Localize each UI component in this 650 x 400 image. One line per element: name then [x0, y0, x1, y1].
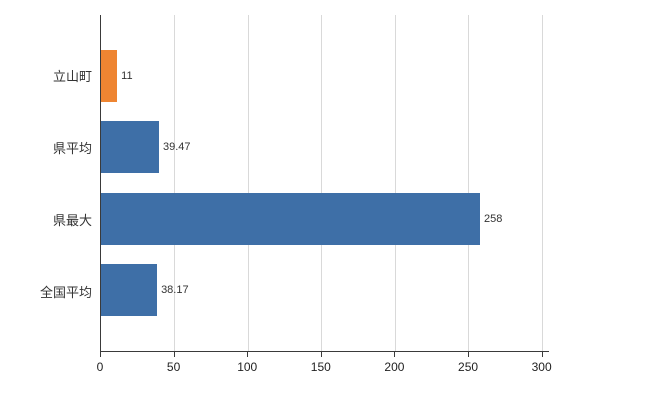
bar-series: 11 39.47 258 38.17 [101, 15, 549, 351]
y-label-row: 県平均 [0, 112, 92, 184]
plot-area: 11 39.47 258 38.17 [100, 15, 549, 352]
x-tick-label: 150 [310, 360, 331, 374]
y-label-row: 全国平均 [0, 255, 92, 327]
gridline [541, 15, 543, 351]
x-tick-label: 0 [96, 360, 104, 374]
y-label-row: 立山町 [0, 40, 92, 112]
category-label: 全国平均 [39, 284, 92, 300]
x-tick-label: 250 [458, 360, 479, 374]
x-axis-tick [394, 352, 396, 357]
bar-row: 38.17 [101, 255, 549, 327]
bar-row: 258 [101, 183, 549, 255]
category-label: 県最大 [52, 212, 92, 228]
gridlines [101, 15, 549, 351]
bar-3 [101, 192, 480, 245]
value-label: 38.17 [161, 284, 189, 297]
bar-1 [101, 49, 118, 102]
y-label-row: 県最大 [0, 184, 92, 256]
x-axis-tick-labels: 0 50 100 150 200 250 300 [96, 360, 552, 376]
gridline [174, 15, 176, 351]
gridline [468, 15, 470, 351]
y-axis-category-labels: 立山町県平均県最大全国平均 [0, 15, 92, 352]
value-label: 258 [483, 212, 503, 225]
value-label: 11 [121, 69, 133, 82]
x-tick-label: 100 [237, 360, 258, 374]
x-tick-label: 50 [166, 360, 181, 374]
value-label: 39.47 [162, 141, 191, 154]
bar-2 [101, 121, 159, 174]
gridline [247, 15, 249, 351]
x-axis-tick [320, 352, 322, 357]
x-axis-tick [173, 352, 175, 357]
bar-row: 39.47 [101, 112, 549, 184]
x-axis-tick [100, 352, 101, 357]
gridline [321, 15, 323, 351]
category-label: 県平均 [52, 141, 92, 157]
bar-row: 11 [101, 40, 549, 112]
x-axis-ticks [100, 352, 549, 358]
gridline [394, 15, 396, 351]
x-axis-tick [468, 352, 470, 357]
bar-4 [101, 264, 158, 317]
category-label: 立山町 [52, 69, 92, 85]
x-tick-label: 200 [384, 360, 405, 374]
x-tick-label: 300 [531, 360, 552, 374]
x-axis-tick [247, 352, 249, 357]
x-axis-tick [541, 352, 543, 357]
